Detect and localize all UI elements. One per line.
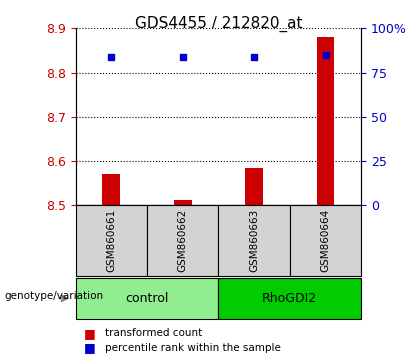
Bar [317,37,334,205]
Text: GSM860663: GSM860663 [249,209,259,272]
Bar [102,175,120,205]
Text: transformed count: transformed count [105,329,202,338]
Text: percentile rank within the sample: percentile rank within the sample [105,343,281,353]
Text: control: control [125,292,169,305]
Text: RhoGDI2: RhoGDI2 [262,292,318,305]
Text: ■: ■ [84,327,96,340]
Bar [245,168,263,205]
Text: GSM860661: GSM860661 [106,209,116,272]
Bar [174,200,192,205]
Text: genotype/variation: genotype/variation [4,291,103,302]
Text: ■: ■ [84,341,96,354]
Text: GSM860664: GSM860664 [320,209,331,272]
Text: GSM860662: GSM860662 [178,209,188,272]
Text: GDS4455 / 212820_at: GDS4455 / 212820_at [135,16,302,32]
